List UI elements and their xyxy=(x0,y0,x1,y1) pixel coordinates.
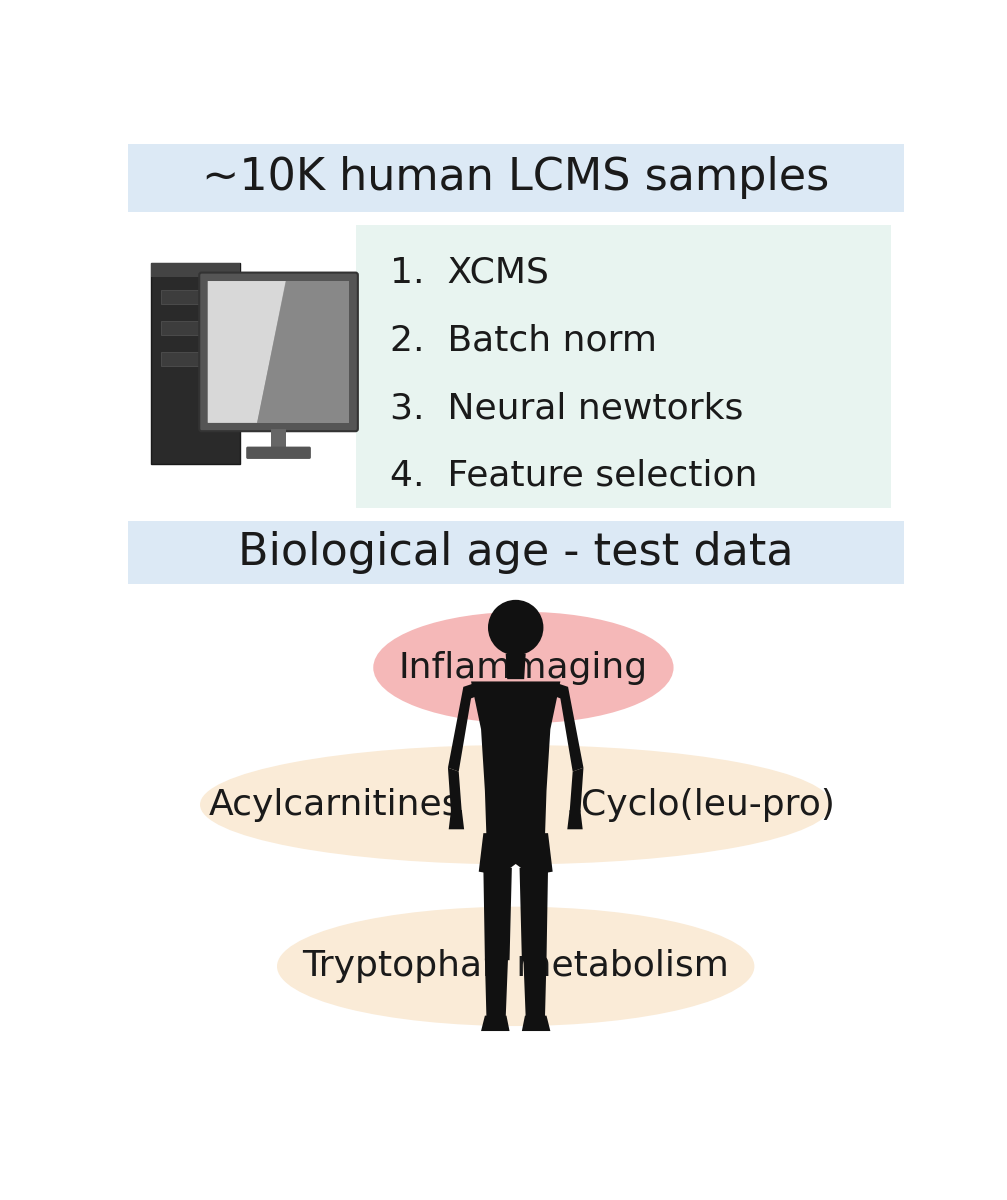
FancyBboxPatch shape xyxy=(129,521,903,584)
Circle shape xyxy=(488,600,544,655)
Polygon shape xyxy=(483,868,512,960)
Text: Cyclo(leu-pro): Cyclo(leu-pro) xyxy=(581,787,835,822)
Text: Acylcarnitines: Acylcarnitines xyxy=(208,787,461,822)
Text: 3.  Neural newtorks: 3. Neural newtorks xyxy=(390,391,743,425)
Polygon shape xyxy=(506,654,526,679)
FancyBboxPatch shape xyxy=(355,224,891,509)
Polygon shape xyxy=(258,281,349,422)
Polygon shape xyxy=(520,868,548,960)
Polygon shape xyxy=(567,810,583,829)
Ellipse shape xyxy=(374,612,674,724)
Polygon shape xyxy=(471,682,560,838)
Polygon shape xyxy=(551,683,583,772)
FancyBboxPatch shape xyxy=(271,428,286,450)
Text: Biological age - test data: Biological age - test data xyxy=(238,532,794,575)
Polygon shape xyxy=(524,959,547,1018)
Polygon shape xyxy=(449,810,464,829)
Polygon shape xyxy=(151,263,240,463)
Text: 2.  Batch norm: 2. Batch norm xyxy=(390,323,658,358)
Polygon shape xyxy=(448,683,481,772)
Text: ~10K human LCMS samples: ~10K human LCMS samples xyxy=(202,156,830,199)
Polygon shape xyxy=(481,1015,510,1031)
Ellipse shape xyxy=(277,907,754,1026)
FancyBboxPatch shape xyxy=(207,281,349,422)
Polygon shape xyxy=(522,1015,551,1031)
Polygon shape xyxy=(570,768,583,812)
FancyBboxPatch shape xyxy=(246,446,311,458)
Text: Tryptophan metabolism: Tryptophan metabolism xyxy=(302,949,729,983)
FancyBboxPatch shape xyxy=(161,322,231,335)
Polygon shape xyxy=(448,768,462,812)
Polygon shape xyxy=(151,263,240,277)
FancyBboxPatch shape xyxy=(129,144,903,211)
Polygon shape xyxy=(485,959,508,1018)
FancyBboxPatch shape xyxy=(161,352,231,366)
Text: Inflammaging: Inflammaging xyxy=(399,650,648,684)
FancyBboxPatch shape xyxy=(161,290,231,304)
Text: 4.  Feature selection: 4. Feature selection xyxy=(390,458,757,493)
Polygon shape xyxy=(207,281,286,422)
Polygon shape xyxy=(478,833,553,876)
Text: 1.  XCMS: 1. XCMS xyxy=(390,256,549,289)
Ellipse shape xyxy=(200,745,832,864)
FancyBboxPatch shape xyxy=(199,272,357,431)
